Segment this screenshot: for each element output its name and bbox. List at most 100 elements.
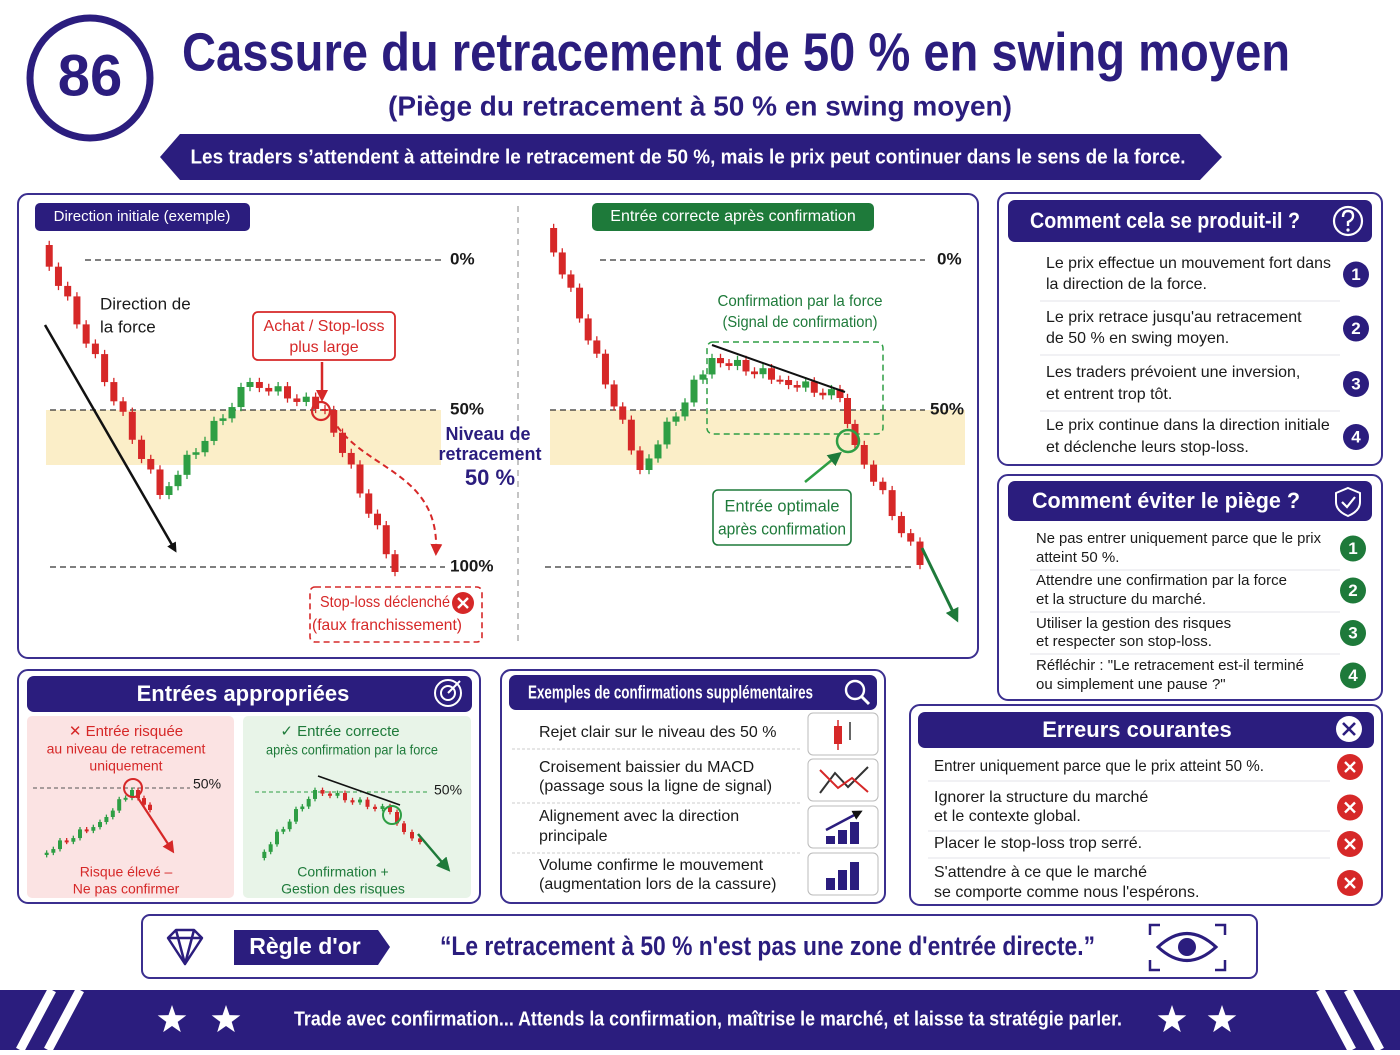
step-badge <box>1343 371 1369 397</box>
candle-body <box>78 829 82 839</box>
candle-body <box>725 363 733 366</box>
step-number: 1 <box>1348 539 1357 558</box>
panel <box>997 192 1383 466</box>
panel-header <box>918 712 1374 748</box>
icon <box>826 878 835 890</box>
star <box>211 1005 241 1033</box>
candle-body <box>138 439 146 459</box>
candle-body <box>302 396 310 402</box>
candle-body <box>768 368 775 380</box>
error-text: Placer le stop-loss trop serré. <box>934 835 1142 852</box>
example-text: principale <box>539 828 608 845</box>
mini-arrow <box>137 797 175 854</box>
candle-body <box>382 525 390 555</box>
trend-line <box>317 775 401 806</box>
candle-body <box>380 806 385 809</box>
candle-body <box>365 493 373 514</box>
level-label: 0% <box>937 249 962 268</box>
example-text: Croisement baissier du MACD <box>539 759 754 776</box>
icon <box>838 870 847 890</box>
candle-body <box>347 452 355 465</box>
step-text: et déclenche leurs stop-loss. <box>1046 439 1249 456</box>
candle-body <box>879 481 887 491</box>
candle-body <box>734 359 741 366</box>
candle-body <box>851 423 859 445</box>
candle-body <box>192 452 200 455</box>
candle-body <box>402 823 406 832</box>
candle-body <box>58 840 62 850</box>
error-text: se comporte comme nous l'espérons. <box>934 884 1199 901</box>
candle-body <box>395 812 399 824</box>
step-number: 4 <box>1351 427 1361 446</box>
candle-body <box>219 418 227 421</box>
banner <box>160 134 1222 180</box>
step-text: et la structure du marché. <box>1036 591 1206 608</box>
error-icon-mark <box>1344 801 1356 814</box>
candle-body <box>356 464 364 494</box>
rule-quote: “Le retracement à 50 % n'est pas une zon… <box>440 931 1095 961</box>
candle-body <box>619 406 627 420</box>
candle-body <box>281 829 286 832</box>
icon <box>819 766 869 794</box>
sub-text: Confirmation + <box>297 864 388 880</box>
example-icon-box <box>807 758 879 802</box>
candle-body <box>84 829 89 832</box>
candle-body <box>148 804 152 810</box>
candle-body <box>627 419 635 451</box>
stop-callout <box>309 586 483 643</box>
candle-body <box>759 368 767 375</box>
target-icon <box>434 679 462 707</box>
banner-text: Les traders s’attendent à atteindre le r… <box>191 146 1186 168</box>
candle-body <box>201 440 209 453</box>
example-text: Volume confirme le mouvement <box>539 857 764 874</box>
target-arrow <box>447 680 461 694</box>
level-label: 100% <box>450 556 493 575</box>
candle-body <box>793 385 801 388</box>
level-label: 50% <box>193 776 221 792</box>
rule-label: Règle d'or <box>249 933 361 959</box>
candle-body <box>335 793 340 796</box>
candle-body <box>64 285 72 297</box>
step-badge <box>1340 535 1366 562</box>
candle-body <box>681 402 689 417</box>
step-badge <box>1343 261 1369 288</box>
example-text: Rejet clair sur le niveau des 50 % <box>539 724 776 741</box>
x-icon-mark <box>457 597 469 609</box>
retracement-zone <box>550 410 965 465</box>
callout-text: Stop-loss déclenché <box>320 594 450 611</box>
candle-body <box>294 809 298 822</box>
level-label: 0% <box>450 249 475 268</box>
candle-body <box>373 806 377 809</box>
example-text: (augmentation lors de la cassure) <box>539 876 776 893</box>
diamond-icon <box>166 928 204 966</box>
sub-text: Gestion des risques <box>281 881 405 897</box>
entry-circle <box>310 400 332 422</box>
level-label: 50% <box>930 399 964 418</box>
error-text: S'attendre à ce que le marché <box>934 864 1147 881</box>
candle-body <box>358 799 362 803</box>
panel <box>997 474 1383 701</box>
candle-body <box>870 464 878 482</box>
candle-body <box>165 486 173 495</box>
candle-body <box>328 793 332 796</box>
candle-body <box>101 354 109 383</box>
candle-body <box>321 408 329 411</box>
help-icon-dot <box>1346 228 1350 232</box>
step-number: 3 <box>1351 374 1360 393</box>
candle-body <box>907 533 915 542</box>
candle-body <box>110 382 118 402</box>
candle-body <box>119 401 127 412</box>
example-text: (passage sous la ligne de signal) <box>539 778 772 795</box>
candle-body <box>663 421 671 445</box>
candle-body <box>558 252 566 275</box>
candle-body <box>888 490 896 517</box>
candle-body <box>71 838 76 842</box>
candle-body <box>897 516 905 534</box>
step-text: Les traders prévoient une inversion, <box>1046 364 1300 381</box>
candle-body <box>708 358 716 375</box>
candle-body <box>860 445 868 465</box>
callout-text: Achat / Stop-loss <box>264 318 385 335</box>
candle-body <box>246 382 254 387</box>
level-label: 50% <box>434 782 462 798</box>
